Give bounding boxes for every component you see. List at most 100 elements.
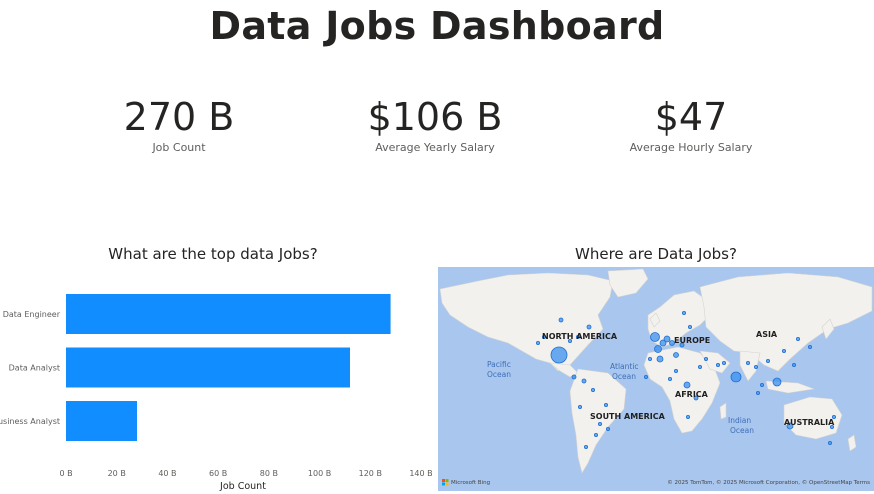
uk-shape bbox=[649, 312, 661, 328]
kpi-label: Average Yearly Salary bbox=[375, 141, 495, 154]
category-label: Data Engineer bbox=[3, 310, 61, 319]
map-bubble[interactable] bbox=[685, 414, 690, 419]
continent-label: AFRICA bbox=[675, 390, 709, 399]
arabia-shape bbox=[699, 350, 731, 374]
kpi-value: $106 B bbox=[367, 95, 503, 139]
map-bubble[interactable] bbox=[745, 361, 750, 366]
asia-shape bbox=[699, 272, 873, 372]
map-bubble[interactable] bbox=[663, 335, 671, 343]
india-shape bbox=[739, 350, 761, 382]
map-bubble[interactable] bbox=[673, 369, 678, 374]
map-bubble[interactable] bbox=[687, 325, 692, 330]
map-bubble[interactable] bbox=[577, 404, 582, 409]
map-bubble[interactable] bbox=[593, 432, 598, 437]
bar-data-engineer[interactable] bbox=[66, 294, 391, 334]
map-bubble[interactable] bbox=[807, 345, 812, 350]
map-bubble[interactable] bbox=[583, 444, 588, 449]
map-bubble[interactable] bbox=[669, 340, 675, 346]
kpi-label: Average Hourly Salary bbox=[629, 141, 753, 154]
x-tick-label: 100 B bbox=[308, 469, 331, 478]
map-attribution[interactable]: © 2025 TomTom, © 2025 Microsoft Corporat… bbox=[667, 479, 870, 486]
x-tick-label: 60 B bbox=[209, 469, 227, 478]
map-bubble[interactable] bbox=[697, 365, 702, 370]
map-bubble[interactable] bbox=[765, 359, 770, 364]
bar-chart-title: What are the top data Jobs? bbox=[108, 245, 318, 263]
map-bubble[interactable] bbox=[791, 363, 796, 368]
map-bubble[interactable] bbox=[654, 345, 662, 353]
category-label: Data Analyst bbox=[9, 364, 60, 373]
ocean-label: Ocean bbox=[612, 372, 636, 381]
europe-shape bbox=[647, 290, 711, 348]
map-bubble[interactable] bbox=[603, 402, 608, 407]
map-bubble[interactable] bbox=[656, 355, 664, 363]
kpi-label: Job Count bbox=[152, 141, 206, 154]
map-bubble[interactable] bbox=[781, 349, 786, 354]
continent-label: EUROPE bbox=[674, 336, 710, 345]
map-bubble[interactable] bbox=[786, 422, 794, 430]
map-bubble[interactable] bbox=[581, 378, 587, 384]
map-bubbles[interactable] bbox=[536, 311, 836, 449]
map-bubble[interactable] bbox=[683, 381, 691, 389]
x-tick-label: 20 B bbox=[108, 469, 126, 478]
map-bubble[interactable] bbox=[571, 374, 577, 380]
map-bubble[interactable] bbox=[693, 395, 699, 401]
map-chart-title: Where are Data Jobs? bbox=[575, 245, 737, 263]
map-bubble[interactable] bbox=[575, 335, 580, 340]
bing-logo: Microsoft Bing bbox=[442, 479, 490, 486]
madagascar-shape bbox=[719, 402, 727, 420]
map-bubble[interactable] bbox=[647, 357, 652, 362]
map-bubble[interactable] bbox=[659, 339, 667, 347]
continent-label: NORTH AMERICA bbox=[542, 332, 618, 341]
x-tick-label: 140 B bbox=[409, 469, 432, 478]
map-bubble[interactable] bbox=[681, 311, 686, 316]
x-tick-label: 80 B bbox=[260, 469, 278, 478]
map-bubble[interactable] bbox=[795, 337, 800, 342]
map-bubble[interactable] bbox=[730, 371, 742, 383]
map-bubble[interactable] bbox=[827, 440, 832, 445]
kpi-value: $47 bbox=[654, 95, 728, 139]
map-bubble[interactable] bbox=[586, 324, 592, 330]
bar-chart-svg[interactable]: Data Engineer Data Analyst Business Analys… bbox=[0, 282, 436, 494]
kpi-job-count[interactable]: 270 B Job Count bbox=[49, 94, 309, 154]
map-bubble[interactable] bbox=[542, 335, 547, 340]
map-bubble[interactable] bbox=[558, 317, 564, 323]
map-bubble[interactable] bbox=[831, 414, 836, 419]
greenland-shape bbox=[607, 268, 649, 298]
map-bubble[interactable] bbox=[679, 342, 685, 348]
bar-data-analyst[interactable] bbox=[66, 347, 350, 388]
x-axis-title: Job Count bbox=[219, 481, 266, 492]
map-bubble[interactable] bbox=[567, 339, 572, 344]
bing-logo-text: Microsoft Bing bbox=[451, 480, 490, 486]
map-bubble[interactable] bbox=[597, 421, 602, 426]
map-bubble[interactable] bbox=[673, 352, 679, 358]
map-bubble[interactable] bbox=[650, 332, 660, 342]
map-bubble[interactable] bbox=[550, 346, 568, 364]
map-bubble[interactable] bbox=[829, 424, 834, 429]
ocean-label: Pacific bbox=[487, 360, 511, 369]
x-tick-label: 120 B bbox=[359, 469, 382, 478]
map-bubble[interactable] bbox=[536, 341, 541, 346]
map-svg[interactable]: NORTH AMERICA EUROPE ASIA AFRICA SOUTH A… bbox=[438, 267, 874, 491]
map-bubble[interactable] bbox=[755, 391, 760, 396]
map-bubble[interactable] bbox=[605, 426, 610, 431]
japan-shape bbox=[821, 318, 835, 340]
new-zealand-shape bbox=[847, 434, 857, 452]
map-bubble[interactable] bbox=[703, 357, 708, 362]
kpi-average-hourly-salary[interactable]: $47 Average Hourly Salary bbox=[561, 94, 821, 154]
x-tick-label: 40 B bbox=[158, 469, 176, 478]
map-bubble[interactable] bbox=[772, 377, 782, 387]
x-tick-label: 0 B bbox=[59, 469, 72, 478]
bar-business-analyst[interactable] bbox=[66, 401, 137, 441]
map-bubble[interactable] bbox=[753, 365, 758, 370]
map-bubble[interactable] bbox=[715, 363, 720, 368]
category-label: Business Analyst bbox=[0, 417, 60, 426]
map-bubble[interactable] bbox=[667, 377, 672, 382]
jobs-map[interactable]: NORTH AMERICA EUROPE ASIA AFRICA SOUTH A… bbox=[438, 267, 874, 491]
map-bubble[interactable] bbox=[643, 375, 648, 380]
bar-chart[interactable]: Data Engineer Data Analyst Business Analys… bbox=[0, 282, 436, 494]
kpi-average-yearly-salary[interactable]: $106 B Average Yearly Salary bbox=[305, 94, 565, 154]
map-bubble[interactable] bbox=[759, 383, 764, 388]
map-bubble[interactable] bbox=[721, 361, 726, 366]
map-bubble[interactable] bbox=[590, 388, 595, 393]
continent-label: ASIA bbox=[756, 330, 778, 339]
